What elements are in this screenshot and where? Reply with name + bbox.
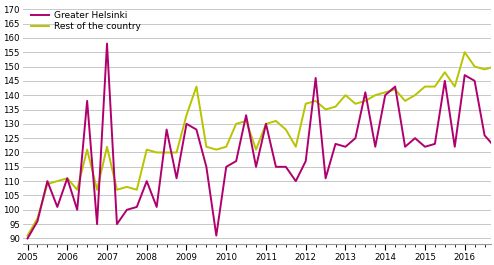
- Rest of the country: [432, 85, 438, 88]
- Legend: Greater Helsinki, Rest of the country: Greater Helsinki, Rest of the country: [30, 9, 143, 33]
- Greater Helsinki: [25, 237, 31, 240]
- Rest of the country: [332, 105, 338, 108]
- Greater Helsinki: [332, 142, 338, 145]
- Line: Rest of the country: Rest of the country: [28, 49, 494, 236]
- Greater Helsinki: [372, 145, 378, 148]
- Greater Helsinki: [422, 145, 428, 148]
- Line: Greater Helsinki: Greater Helsinki: [28, 41, 494, 238]
- Greater Helsinki: [432, 142, 438, 145]
- Rest of the country: [283, 128, 289, 131]
- Greater Helsinki: [283, 165, 289, 169]
- Rest of the country: [25, 234, 31, 237]
- Rest of the country: [372, 94, 378, 97]
- Rest of the country: [422, 85, 428, 88]
- Greater Helsinki: [104, 42, 110, 45]
- Rest of the country: [104, 145, 110, 148]
